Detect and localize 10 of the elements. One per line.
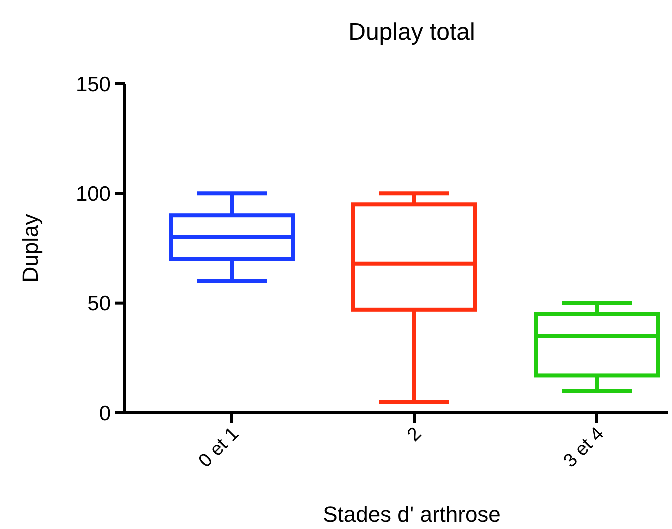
x-tick-label: 3 et 4 — [560, 423, 609, 472]
y-tick-label: 100 — [76, 183, 111, 206]
x-axis-title: Stades d' arthrose — [323, 502, 501, 527]
y-tick-label: 50 — [88, 292, 111, 316]
x-tick-label: 0 et 1 — [195, 424, 244, 472]
x-tick-label: 2 — [404, 424, 426, 446]
y-axis-title: Duplay — [18, 214, 43, 283]
y-tick-label: 150 — [76, 73, 111, 96]
y-tick-label: 0 — [99, 402, 111, 426]
chart-title: Duplay total — [348, 19, 476, 46]
